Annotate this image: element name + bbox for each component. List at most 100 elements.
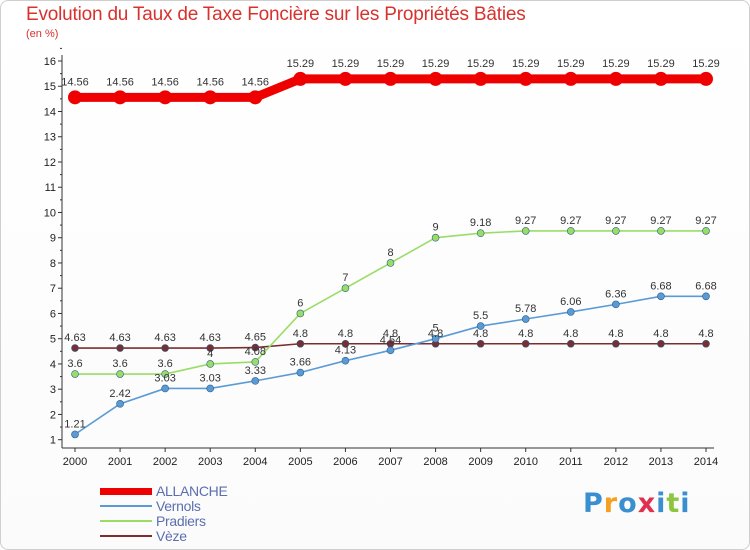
- data-point-vernols: [657, 292, 665, 301]
- data-label-allanche: 15.29: [557, 58, 585, 70]
- legend-label-pradiers: Pradiers: [156, 513, 206, 529]
- proxiti-logo: Proxiti: [583, 488, 691, 519]
- data-label-veze: 4.8: [563, 328, 578, 340]
- y-tick-label: 15: [44, 81, 56, 93]
- x-tick-label: 2006: [333, 456, 357, 468]
- data-label-veze: 4.8: [338, 328, 353, 340]
- data-point-veze: [702, 339, 710, 348]
- data-label-pradiers: 3.6: [112, 358, 127, 370]
- x-tick-label: 2004: [243, 456, 267, 468]
- data-label-vernols: 6.68: [695, 280, 716, 292]
- legend-swatch-allanche: [100, 488, 152, 495]
- y-tick-label: 10: [44, 207, 56, 219]
- data-point-vernols: [476, 322, 485, 330]
- data-label-allanche: 15.29: [647, 58, 675, 70]
- data-label-vernols: 5.5: [473, 310, 488, 322]
- data-label-pradiers: 3.6: [67, 358, 82, 370]
- data-label-vernols: 5: [433, 323, 439, 335]
- data-label-vernols: 3.33: [245, 365, 266, 377]
- legend-label-vernols: Vernols: [156, 498, 201, 514]
- data-point-veze: [521, 339, 530, 348]
- data-label-veze: 4.63: [109, 332, 130, 344]
- data-point-vernols: [521, 315, 530, 323]
- legend-label-allanche: ALLANCHE: [156, 483, 228, 499]
- y-tick-label: 5: [50, 334, 56, 346]
- data-point-veze: [206, 344, 215, 352]
- data-point-veze: [657, 339, 665, 348]
- data-label-pradiers: 3.6: [157, 358, 172, 370]
- data-point-veze: [71, 344, 79, 352]
- data-point-pradiers: [251, 358, 260, 366]
- data-point-allanche: [608, 71, 623, 86]
- data-point-pradiers: [341, 284, 350, 293]
- x-tick-label: 2007: [378, 456, 402, 468]
- data-label-vernols: 4.54: [380, 334, 401, 346]
- data-label-veze: 4.8: [698, 328, 713, 340]
- data-point-pradiers: [612, 227, 620, 235]
- data-point-pradiers: [161, 370, 169, 378]
- data-point-allanche: [383, 71, 398, 86]
- data-label-pradiers: 4.08: [245, 346, 266, 358]
- x-tick-label: 2009: [468, 456, 492, 468]
- data-point-vernols: [341, 356, 350, 365]
- data-point-allanche: [293, 71, 308, 86]
- data-label-allanche: 14.56: [106, 76, 134, 88]
- data-label-allanche: 14.56: [151, 76, 179, 88]
- logo-letter: x: [637, 488, 657, 519]
- data-label-allanche: 14.56: [242, 76, 270, 88]
- data-point-pradiers: [71, 370, 79, 378]
- data-point-allanche: [473, 71, 488, 86]
- y-tick-label: 2: [50, 409, 56, 421]
- data-point-allanche: [699, 71, 713, 86]
- data-label-pradiers: 9.27: [515, 215, 536, 227]
- data-label-pradiers: 4: [207, 348, 213, 360]
- data-point-pradiers: [206, 360, 215, 368]
- data-point-vernols: [431, 334, 440, 343]
- data-point-veze: [476, 339, 485, 348]
- y-tick-label: 11: [45, 182, 56, 194]
- data-label-veze: 4.8: [518, 328, 533, 340]
- logo-letter: i: [680, 488, 691, 519]
- y-tick-label: 9: [50, 233, 56, 245]
- y-tick-label: 4: [50, 359, 56, 371]
- data-point-allanche: [203, 90, 218, 105]
- data-point-pradiers: [566, 227, 575, 235]
- data-point-veze: [251, 343, 260, 352]
- data-point-pradiers: [702, 227, 710, 235]
- data-label-allanche: 15.29: [332, 58, 360, 70]
- data-point-pradiers: [296, 309, 305, 318]
- legend-label-veze: Vèze: [156, 528, 187, 544]
- data-point-veze: [116, 344, 124, 352]
- data-label-veze: 4.8: [473, 328, 488, 340]
- series-points: [68, 71, 713, 439]
- data-point-vernols: [386, 346, 395, 355]
- data-label-pradiers: 9.27: [560, 215, 581, 227]
- x-tick-label: 2000: [63, 456, 87, 468]
- data-label-veze: 4.8: [428, 328, 443, 340]
- data-label-pradiers: 9.27: [695, 215, 716, 227]
- x-tick-label: 2014: [694, 456, 718, 468]
- data-point-vernols: [71, 430, 79, 439]
- data-point-pradiers: [521, 227, 530, 235]
- data-point-vernols: [702, 292, 710, 301]
- data-point-vernols: [206, 384, 215, 393]
- data-point-allanche: [158, 90, 173, 105]
- data-point-vernols: [161, 384, 169, 393]
- data-label-veze: 4.8: [653, 328, 668, 340]
- y-tick-label: 8: [50, 258, 56, 270]
- data-label-vernols: 3.03: [200, 372, 221, 384]
- legend-swatch-vernols: [100, 505, 152, 507]
- data-label-allanche: 14.56: [196, 76, 224, 88]
- x-tick-label: 2010: [513, 456, 537, 468]
- logo-letter: o: [618, 488, 638, 519]
- data-labels: 14.56 14.56 14.56 14.56 14.56 15.29 15.29 15.29…: [61, 58, 720, 430]
- logo-letter: t: [666, 488, 681, 519]
- data-label-vernols: 1.21: [64, 418, 85, 430]
- data-point-veze: [341, 339, 350, 348]
- data-label-veze: 4.8: [293, 328, 308, 340]
- data-point-vernols: [296, 368, 305, 377]
- y-axis-unit: (en %): [26, 28, 59, 40]
- y-tick-label: 7: [50, 283, 56, 295]
- data-label-veze: 4.65: [245, 332, 266, 344]
- y-tick-label: 16: [44, 56, 56, 68]
